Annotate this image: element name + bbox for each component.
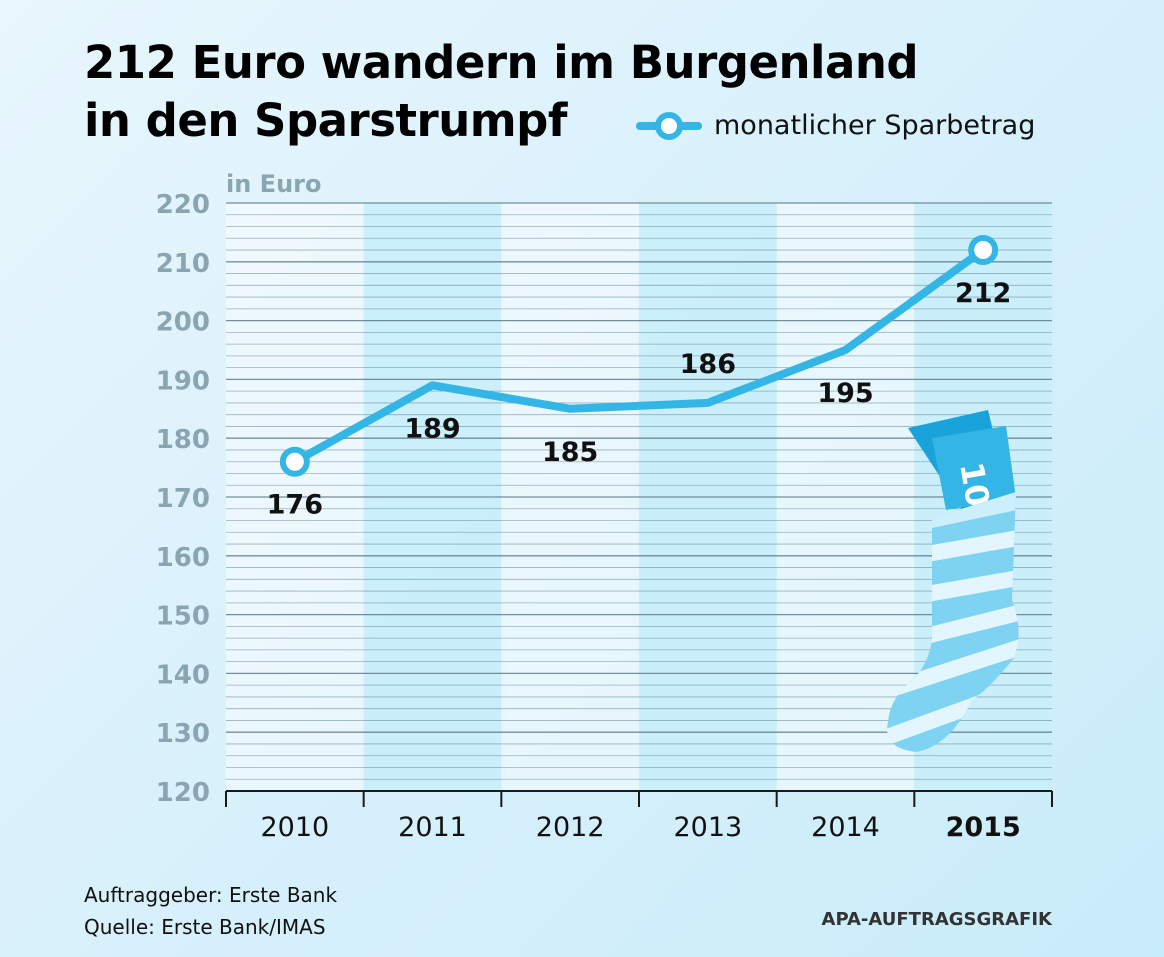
data-label: 212: [955, 278, 1011, 309]
y-tick-label: 150: [156, 602, 210, 632]
y-tick-label: 160: [156, 543, 210, 573]
y-tick-label: 130: [156, 719, 210, 749]
x-tick-label: 2014: [811, 812, 880, 843]
data-label: 195: [817, 378, 873, 409]
title-line-2: in den Sparstrumpf: [84, 94, 567, 147]
data-point-marker: [968, 235, 999, 266]
data-point-marker: [279, 446, 310, 477]
title-line-1: 212 Euro wandern im Burgenland: [84, 36, 919, 89]
value-labels: 176 189 185 186 195 212: [267, 278, 1012, 521]
y-axis-label: in Euro: [226, 170, 321, 198]
y-tick-label: 210: [156, 249, 210, 279]
source-note: Quelle: Erste Bank/IMAS: [84, 915, 326, 939]
x-tick-label: 2011: [398, 812, 467, 843]
data-label: 185: [542, 437, 598, 468]
series-line-path: [290, 246, 988, 466]
y-tick-label: 180: [156, 425, 210, 455]
x-tick-label: 2015: [946, 812, 1021, 843]
data-label: 176: [267, 490, 323, 521]
x-axis: 2010 2011 2012 2013 2014 2015: [225, 790, 1053, 843]
chart-title: 212 Euro wandern im Burgenland in den Sp…: [84, 34, 919, 150]
client-note: Auftraggeber: Erste Bank: [84, 883, 338, 907]
data-label: 189: [404, 413, 460, 444]
y-tick-label: 190: [156, 366, 210, 396]
y-tick-label: 120: [156, 778, 210, 808]
y-axis: 220 210 200 190 180 170 160 150 140 130 120: [156, 190, 210, 808]
series-line: [279, 235, 999, 477]
legend-marker-icon: [636, 112, 702, 140]
y-tick-label: 200: [156, 308, 210, 338]
data-label: 186: [680, 349, 736, 380]
credit-text: APA-AUFTRAGSGRAFIK: [821, 909, 1052, 930]
legend-label: monatlicher Sparbetrag: [714, 110, 1036, 141]
y-tick-label: 140: [156, 660, 210, 690]
x-tick-label: 2010: [260, 812, 329, 843]
y-tick-label: 170: [156, 484, 210, 514]
y-tick-label: 220: [156, 190, 210, 220]
legend: monatlicher Sparbetrag: [636, 106, 1035, 146]
x-tick-label: 2013: [673, 812, 742, 843]
footer-notes: Auftraggeber: Erste Bank Quelle: Erste B…: [84, 879, 337, 943]
x-tick-label: 2012: [536, 812, 605, 843]
